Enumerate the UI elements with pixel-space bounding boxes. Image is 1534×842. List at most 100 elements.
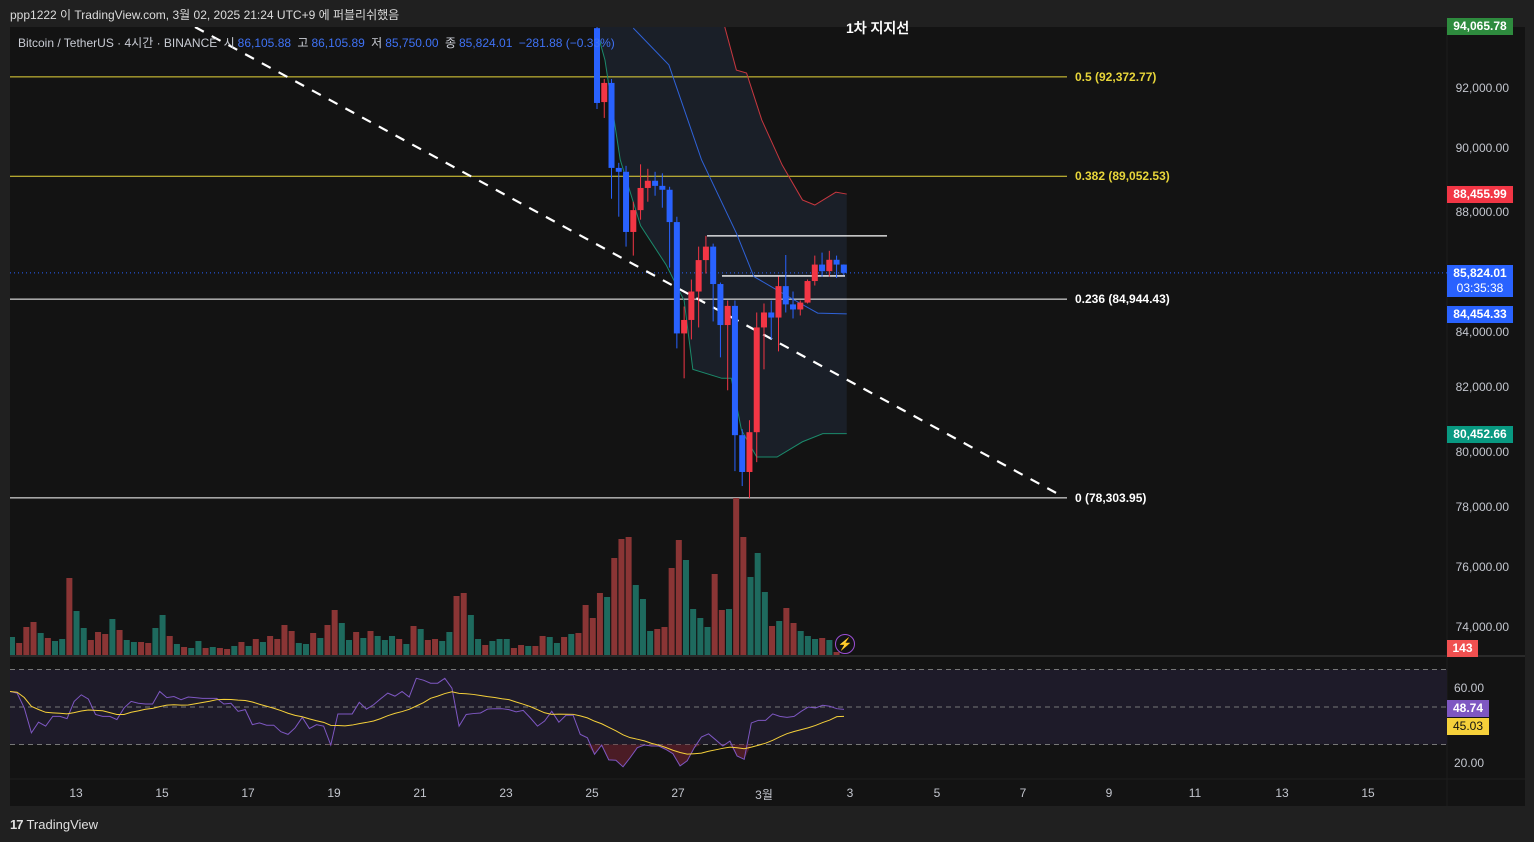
volume-tag: 143 (1447, 640, 1478, 657)
tradingview-logo[interactable]: 17 TradingView (10, 817, 98, 832)
candle (688, 291, 695, 320)
candle (804, 281, 811, 303)
volume-bar (152, 628, 159, 655)
symbol-name[interactable]: Bitcoin / TetherUS · 4시간 · BINANCE (18, 36, 218, 50)
volume-bar (417, 629, 424, 655)
volume-bar (790, 623, 797, 655)
volume-bar (324, 625, 331, 655)
candle (681, 319, 688, 334)
volume-bar (489, 641, 496, 655)
lightning-icon[interactable]: ⚡ (835, 634, 855, 654)
candle (673, 222, 680, 334)
volume-bar (367, 631, 374, 655)
symbol-legend: Bitcoin / TetherUS · 4시간 · BINANCE 시 86,1… (18, 34, 618, 51)
time-axis-label: 9 (1105, 786, 1113, 800)
volume-bar (776, 621, 783, 655)
volume-bar (231, 646, 238, 655)
chart-panel[interactable] (10, 27, 1525, 806)
price-axis-label: 80,000.00 (1455, 444, 1509, 459)
volume-bar (252, 639, 259, 655)
volume-bar (668, 568, 675, 655)
volume-bar (532, 646, 539, 655)
volume-bar (783, 608, 790, 655)
countdown-timer: 03:35:38 (1456, 280, 1504, 295)
change-value: −281.88 (−0.33%) (518, 36, 615, 50)
close-value: 85,824.01 (459, 36, 513, 50)
close-label: 종 (444, 36, 456, 50)
volume-bar (432, 639, 439, 655)
volume-bar (66, 578, 73, 655)
volume-bar (553, 643, 560, 655)
volume-bar (130, 642, 137, 655)
volume-bar (632, 585, 639, 655)
volume-bar (195, 641, 202, 655)
volume-bar (747, 577, 754, 655)
time-axis-label: 7 (1019, 786, 1027, 800)
chart-canvas[interactable] (10, 27, 1525, 806)
candle (782, 286, 789, 305)
volume-bar (761, 592, 768, 655)
candle (644, 180, 651, 188)
volume-bar (396, 639, 403, 655)
price-axis (1447, 27, 1525, 806)
volume-bar (10, 637, 15, 655)
candle (717, 284, 724, 326)
volume-bar (733, 498, 740, 655)
open-value: 86,105.88 (237, 36, 292, 50)
fib-label-0.236: 0.236 (84,944.43) (1075, 292, 1170, 307)
volume-bar (16, 643, 23, 655)
volume-bar (338, 623, 345, 655)
volume-bar (589, 618, 596, 655)
candle (615, 167, 622, 172)
volume-bar (424, 640, 431, 655)
volume-bar (238, 642, 245, 655)
support-annotation[interactable]: 1차 지지선 (846, 20, 910, 36)
volume-bar (525, 646, 532, 655)
volume-bar (539, 636, 546, 655)
candle (739, 435, 746, 472)
price-axis-label: 78,000.00 (1455, 500, 1509, 514)
volume-bar (561, 637, 568, 655)
volume-bar (173, 644, 180, 655)
volume-bar (718, 610, 725, 655)
candle (630, 210, 637, 232)
volume-bar (496, 639, 503, 655)
publish-info: ppp1222 이 TradingView.com, 3월 02, 2025 2… (10, 8, 400, 22)
volume-bar (804, 636, 811, 655)
volume-bar (439, 641, 446, 655)
volume-bar (618, 539, 625, 655)
volume-bar (568, 634, 575, 655)
candle (790, 304, 797, 310)
volume-bar (116, 630, 123, 655)
candle (666, 189, 673, 223)
volume-bar (202, 648, 209, 655)
rsi-oversold-fill (10, 744, 844, 767)
volume-bar (267, 636, 274, 655)
volume-bar (353, 632, 360, 655)
volume-bar (410, 626, 417, 655)
candle (702, 246, 709, 261)
candle (811, 264, 818, 282)
volume-bar (711, 574, 718, 655)
volume-bar (30, 622, 37, 655)
volume-bar (475, 639, 482, 655)
candle (797, 302, 804, 310)
volume-bar (833, 652, 840, 655)
volume-bar (87, 640, 94, 655)
rsi-band-bg (10, 669, 1447, 745)
candle (753, 327, 760, 433)
candle (710, 246, 717, 285)
volume-bar (826, 640, 833, 655)
time-axis-label: 21 (413, 786, 427, 800)
volume-bar (331, 610, 338, 655)
volume-bar (302, 644, 309, 655)
volume-bar (582, 605, 589, 655)
volume-bar (460, 593, 467, 655)
volume-bar (510, 648, 517, 655)
volume-bar (661, 627, 668, 655)
time-axis-label: 3월 (755, 788, 773, 802)
volume-bar (102, 634, 109, 655)
rsi-axis-label: 60.00 (1453, 681, 1484, 696)
volume-bar (216, 648, 223, 655)
volume-bar (740, 537, 747, 655)
